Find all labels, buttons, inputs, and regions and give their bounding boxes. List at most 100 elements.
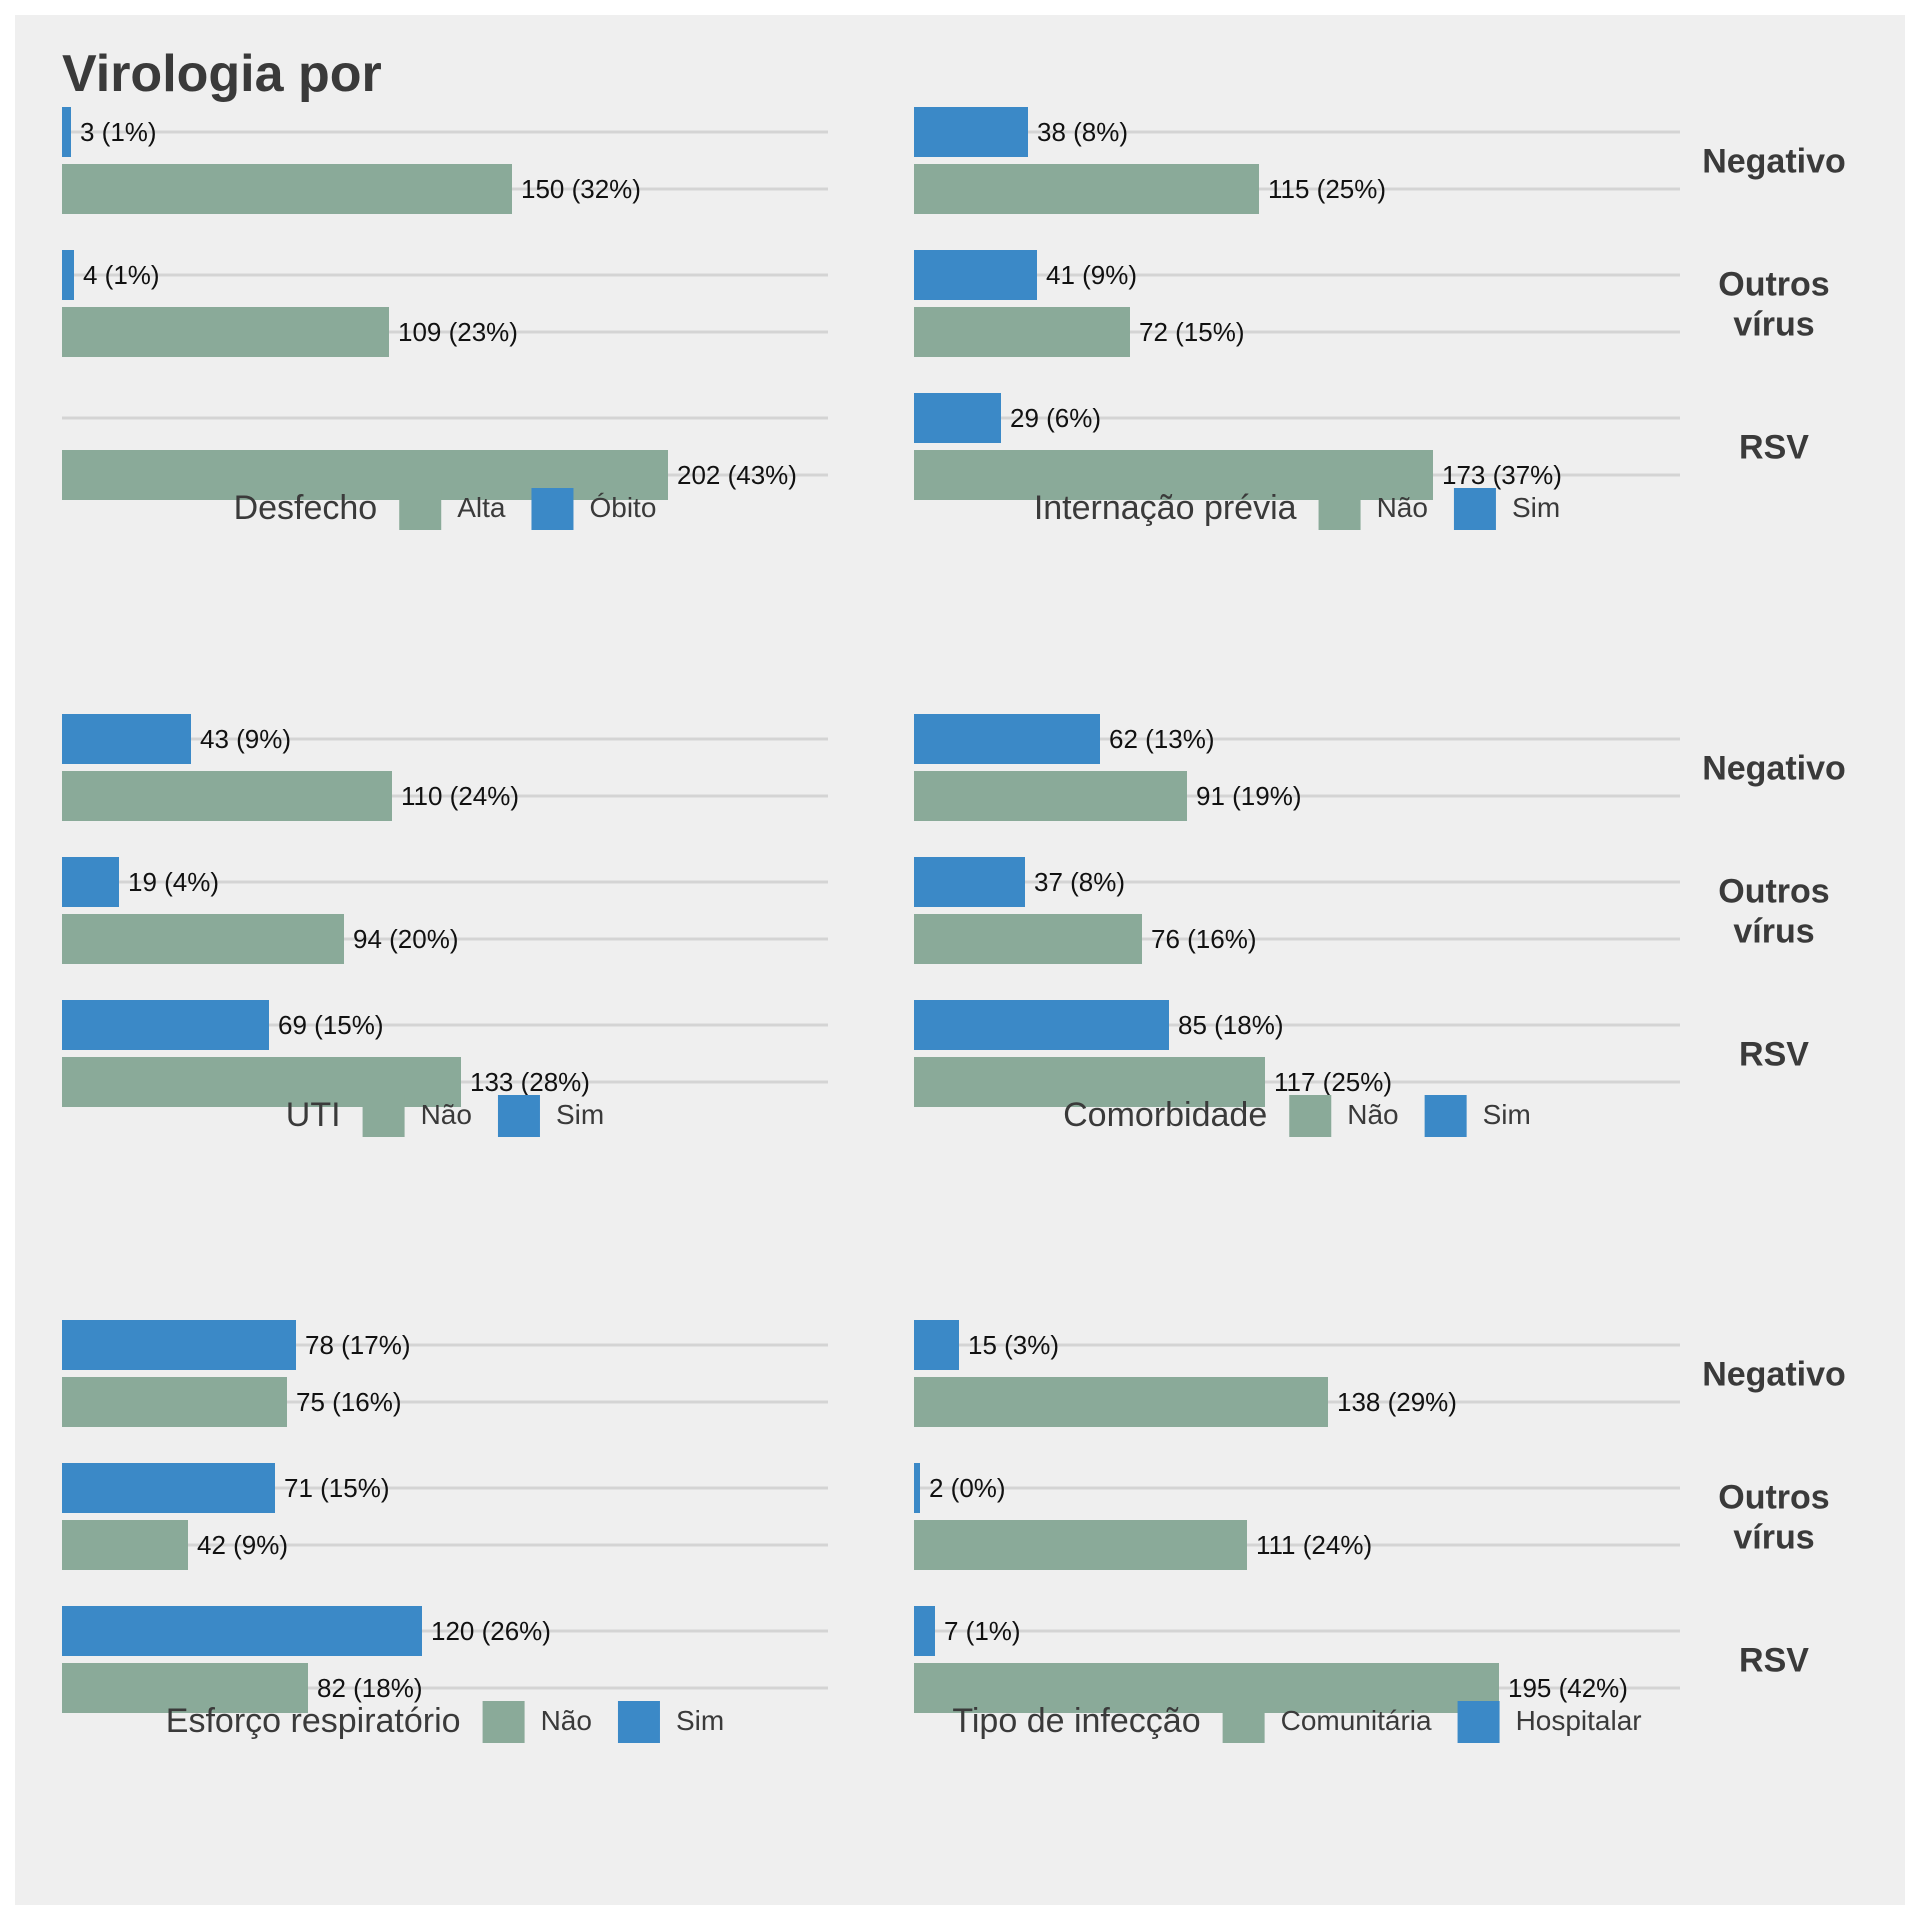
legend-label-sim: Sim <box>676 1705 724 1736</box>
data-label: 42 (9%) <box>197 1530 288 1560</box>
bar-rsv-sim <box>914 393 1001 443</box>
legend-label-alta: Alta <box>457 492 506 523</box>
data-label: 69 (15%) <box>278 1010 384 1040</box>
legend-internacao-previa: Internação prévia Não Sim <box>1034 488 1560 530</box>
data-label: 117 (25%) <box>1274 1067 1392 1097</box>
strip-label-negativo: Negativo <box>1702 1356 1846 1394</box>
legend-esforco-respiratorio: Esforço respiratório Não Sim <box>166 1701 724 1743</box>
data-label: 41 (9%) <box>1046 260 1137 290</box>
bar-outros-virus-nao <box>914 914 1142 964</box>
bar-outros-virus-nao <box>62 1520 188 1570</box>
bar-outros-virus-hospitalar <box>914 1463 920 1513</box>
data-label: 138 (29%) <box>1337 1387 1457 1417</box>
legend-key-comunitaria <box>1222 1701 1265 1743</box>
data-label: 111 (24%) <box>1256 1530 1372 1560</box>
data-label: 94 (20%) <box>353 924 459 954</box>
legend-label-sim: Sim <box>556 1099 604 1130</box>
data-label: 76 (16%) <box>1151 924 1257 954</box>
data-label: 75 (16%) <box>296 1387 402 1417</box>
bar-outros-virus-sim <box>62 1463 275 1513</box>
legend-desfecho: Desfecho Alta Óbito <box>234 488 656 530</box>
strip-label-rsv: RSV <box>1739 1036 1809 1074</box>
legend-title: Internação prévia <box>1034 489 1297 527</box>
data-label: 109 (23%) <box>398 317 518 347</box>
strip-label-negativo: Negativo <box>1702 143 1846 181</box>
data-label: 29 (6%) <box>1010 403 1101 433</box>
strip-label-outros-virus: Outros <box>1718 266 1829 304</box>
bar-negativo-sim <box>914 107 1028 157</box>
legend-key-hospitalar <box>1457 1701 1500 1743</box>
bar-outros-virus-sim <box>914 250 1037 300</box>
data-label: 120 (26%) <box>431 1616 551 1646</box>
data-label: 195 (42%) <box>1508 1673 1628 1703</box>
bar-rsv-hospitalar <box>914 1606 935 1656</box>
data-label: 38 (8%) <box>1037 117 1128 147</box>
legend-comorbidade: Comorbidade Não Sim <box>1063 1095 1531 1137</box>
bar-negativo-nao <box>914 771 1187 821</box>
strip-label-outros-virus: vírus <box>1733 306 1814 344</box>
bar-negativo-comunitaria <box>914 1377 1328 1427</box>
legend-key-nao <box>362 1095 405 1137</box>
legend-label-hospitalar: Hospitalar <box>1516 1705 1642 1736</box>
panel-desfecho: 3 (1%) 150 (32%) 4 (1%) 109 (23%) 202 (43%) D… <box>62 107 828 530</box>
bar-rsv-sim <box>62 1000 269 1050</box>
legend-key-obito <box>531 488 574 530</box>
data-label: 3 (1%) <box>80 117 157 147</box>
legend-title: Comorbidade <box>1063 1096 1267 1134</box>
bar-outros-virus-sim <box>914 857 1025 907</box>
bar-negativo-sim <box>914 714 1100 764</box>
bar-negativo-nao <box>62 771 392 821</box>
bar-rsv-nao <box>914 1057 1265 1107</box>
legend-key-sim <box>617 1701 660 1743</box>
legend-label-comunitaria: Comunitária <box>1281 1705 1432 1736</box>
legend-title: Tipo de infecção <box>952 1702 1200 1740</box>
bar-negativo-sim <box>62 714 191 764</box>
legend-key-sim <box>497 1095 540 1137</box>
strip-label-negativo: Negativo <box>1702 750 1846 788</box>
data-label: 37 (8%) <box>1034 867 1125 897</box>
data-label: 71 (15%) <box>284 1473 390 1503</box>
data-label: 43 (9%) <box>200 724 291 754</box>
data-label: 115 (25%) <box>1268 174 1386 204</box>
data-label: 85 (18%) <box>1178 1010 1284 1040</box>
panel-comorbidade: 62 (13%) 91 (19%) 37 (8%) 76 (16%) 85 (18%) 1… <box>914 714 1846 1137</box>
legend-tipo-de-infeccao: Tipo de infecção Comunitária Hospitalar <box>952 1701 1642 1743</box>
legend-label-obito: Óbito <box>589 492 656 523</box>
bar-rsv-comunitaria <box>914 1663 1499 1713</box>
legend-title: UTI <box>286 1096 341 1134</box>
legend-label-nao: Não <box>1377 492 1428 523</box>
panel-esforco-respiratorio: 78 (17%) 75 (16%) 71 (15%) 42 (9%) 120 (26%)… <box>62 1320 828 1743</box>
strip-label-outros-virus: vírus <box>1733 1519 1814 1557</box>
strip-label-outros-virus: vírus <box>1733 913 1814 951</box>
data-label: 91 (19%) <box>1196 781 1302 811</box>
legend-key-nao <box>1289 1095 1332 1137</box>
bar-negativo-hospitalar <box>914 1320 959 1370</box>
data-label: 150 (32%) <box>521 174 641 204</box>
bar-negativo-nao <box>914 164 1259 214</box>
legend-label-sim: Sim <box>1512 492 1560 523</box>
bar-outros-virus-nao <box>914 307 1130 357</box>
legend-key-nao <box>482 1701 525 1743</box>
legend-key-sim <box>1424 1095 1467 1137</box>
bar-rsv-sim <box>914 1000 1169 1050</box>
data-label: 72 (15%) <box>1139 317 1245 347</box>
bar-rsv-sim <box>62 1606 422 1656</box>
data-label: 62 (13%) <box>1109 724 1215 754</box>
bar-outros-virus-alta <box>62 307 389 357</box>
legend-key-sim <box>1453 488 1496 530</box>
data-label: 19 (4%) <box>128 867 219 897</box>
bar-negativo-sim <box>62 1320 296 1370</box>
panel-internacao-previa: 38 (8%) 115 (25%) 41 (9%)72 (15%) 29 (6%) 17… <box>914 107 1846 530</box>
data-label: 78 (17%) <box>305 1330 411 1360</box>
data-label: 202 (43%) <box>677 460 797 490</box>
panel-tipo-de-infeccao: 15 (3%) 138 (29%) 2 (0%) 111 (24%) 7 (1%) 195… <box>914 1320 1846 1743</box>
bar-outros-virus-sim <box>62 857 119 907</box>
data-label: 7 (1%) <box>944 1616 1021 1646</box>
strip-label-rsv: RSV <box>1739 1642 1809 1680</box>
bar-outros-virus-obito <box>62 250 74 300</box>
legend-label-nao: Não <box>541 1705 592 1736</box>
data-label: 82 (18%) <box>317 1673 423 1703</box>
data-label: 173 (37%) <box>1442 460 1562 490</box>
